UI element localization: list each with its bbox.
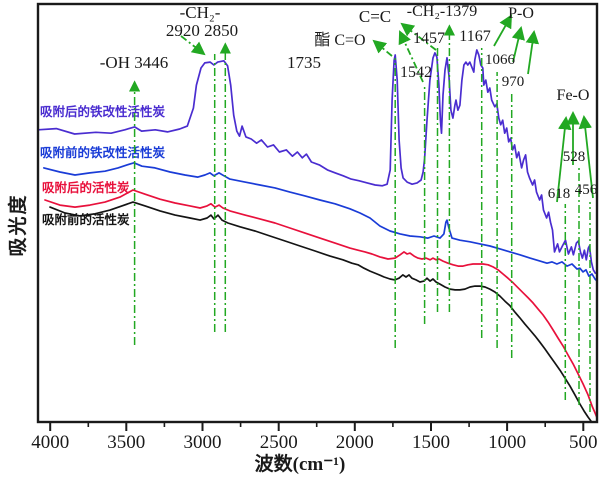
peak-label-4: 1735 — [287, 53, 321, 72]
tick-label-3500: 3500 — [107, 432, 145, 453]
series-label-2: 吸附前的铁改性活性炭 — [40, 145, 166, 160]
peak-label-15: 618 — [548, 186, 571, 202]
tick-label-500: 500 — [569, 432, 598, 453]
spectrum-line-2 — [43, 161, 598, 282]
tick-label-2000: 2000 — [336, 432, 374, 453]
peak-label-14: 528 — [563, 149, 586, 165]
peak-label-1: -CH₂- — [180, 3, 221, 22]
peak-label-11: 1066 — [485, 52, 516, 68]
peak-label-8: 1542 — [400, 64, 432, 81]
tick-label-3000: 3000 — [184, 432, 222, 453]
annotation-arrows — [180, 14, 594, 203]
x-axis-ticks: 4000 3500 3000 2500 2000 1500 1000 500 — [31, 422, 598, 453]
arrow-po-2 — [511, 26, 525, 63]
annotation-labels: -OH 3446 -CH₂-2920 2850 酯 C=O 1735 C=C -CH₂-1… — [100, 3, 598, 202]
arrow-feo-1 — [556, 115, 572, 203]
peak-label-7: 1457 — [413, 30, 445, 47]
peak-label-12: 970 — [502, 74, 525, 90]
tick-label-4000: 4000 — [31, 432, 69, 453]
peak-marker-lines — [128, 24, 591, 412]
peak-label-9: P-O — [508, 5, 534, 22]
y-axis-label: 吸光度 — [8, 193, 29, 257]
tick-label-1500: 1500 — [412, 432, 450, 453]
arrow-feo-3 — [578, 114, 594, 199]
peak-label-5: C=C — [359, 7, 391, 26]
peak-label-13: Fe-O — [557, 87, 590, 104]
spectrum-line-0 — [49, 201, 592, 423]
x-axis-label: 波数(cm⁻¹) — [254, 454, 346, 475]
arrow-cc-1 — [398, 30, 424, 83]
series-label-0: 吸附前的活性炭 — [42, 212, 130, 227]
tick-label-2500: 2500 — [260, 432, 298, 453]
arrow-co — [372, 39, 393, 57]
arrow-po-1 — [493, 14, 512, 47]
spectrum-line-1 — [44, 189, 598, 419]
peak-label-10: 1167 — [459, 28, 490, 45]
arrow-cc-2 — [400, 22, 437, 51]
series-label-1: 吸附后的活性炭 — [42, 180, 130, 195]
series-label-3: 吸附后的铁改性活性炭 — [40, 104, 166, 119]
peak-label-2: 2920 2850 — [166, 21, 238, 40]
arrow-2920 — [180, 35, 206, 56]
peak-label-0: -OH 3446 — [100, 53, 168, 72]
tick-label-1000: 1000 — [488, 432, 526, 453]
peak-label-16: 456 — [575, 182, 598, 198]
arrow-po-3 — [525, 29, 540, 75]
peak-label-6: -CH₂-1379 — [407, 3, 477, 20]
peak-label-3: 酯 C=O — [314, 31, 365, 49]
spectrum-line-3 — [37, 49, 597, 275]
